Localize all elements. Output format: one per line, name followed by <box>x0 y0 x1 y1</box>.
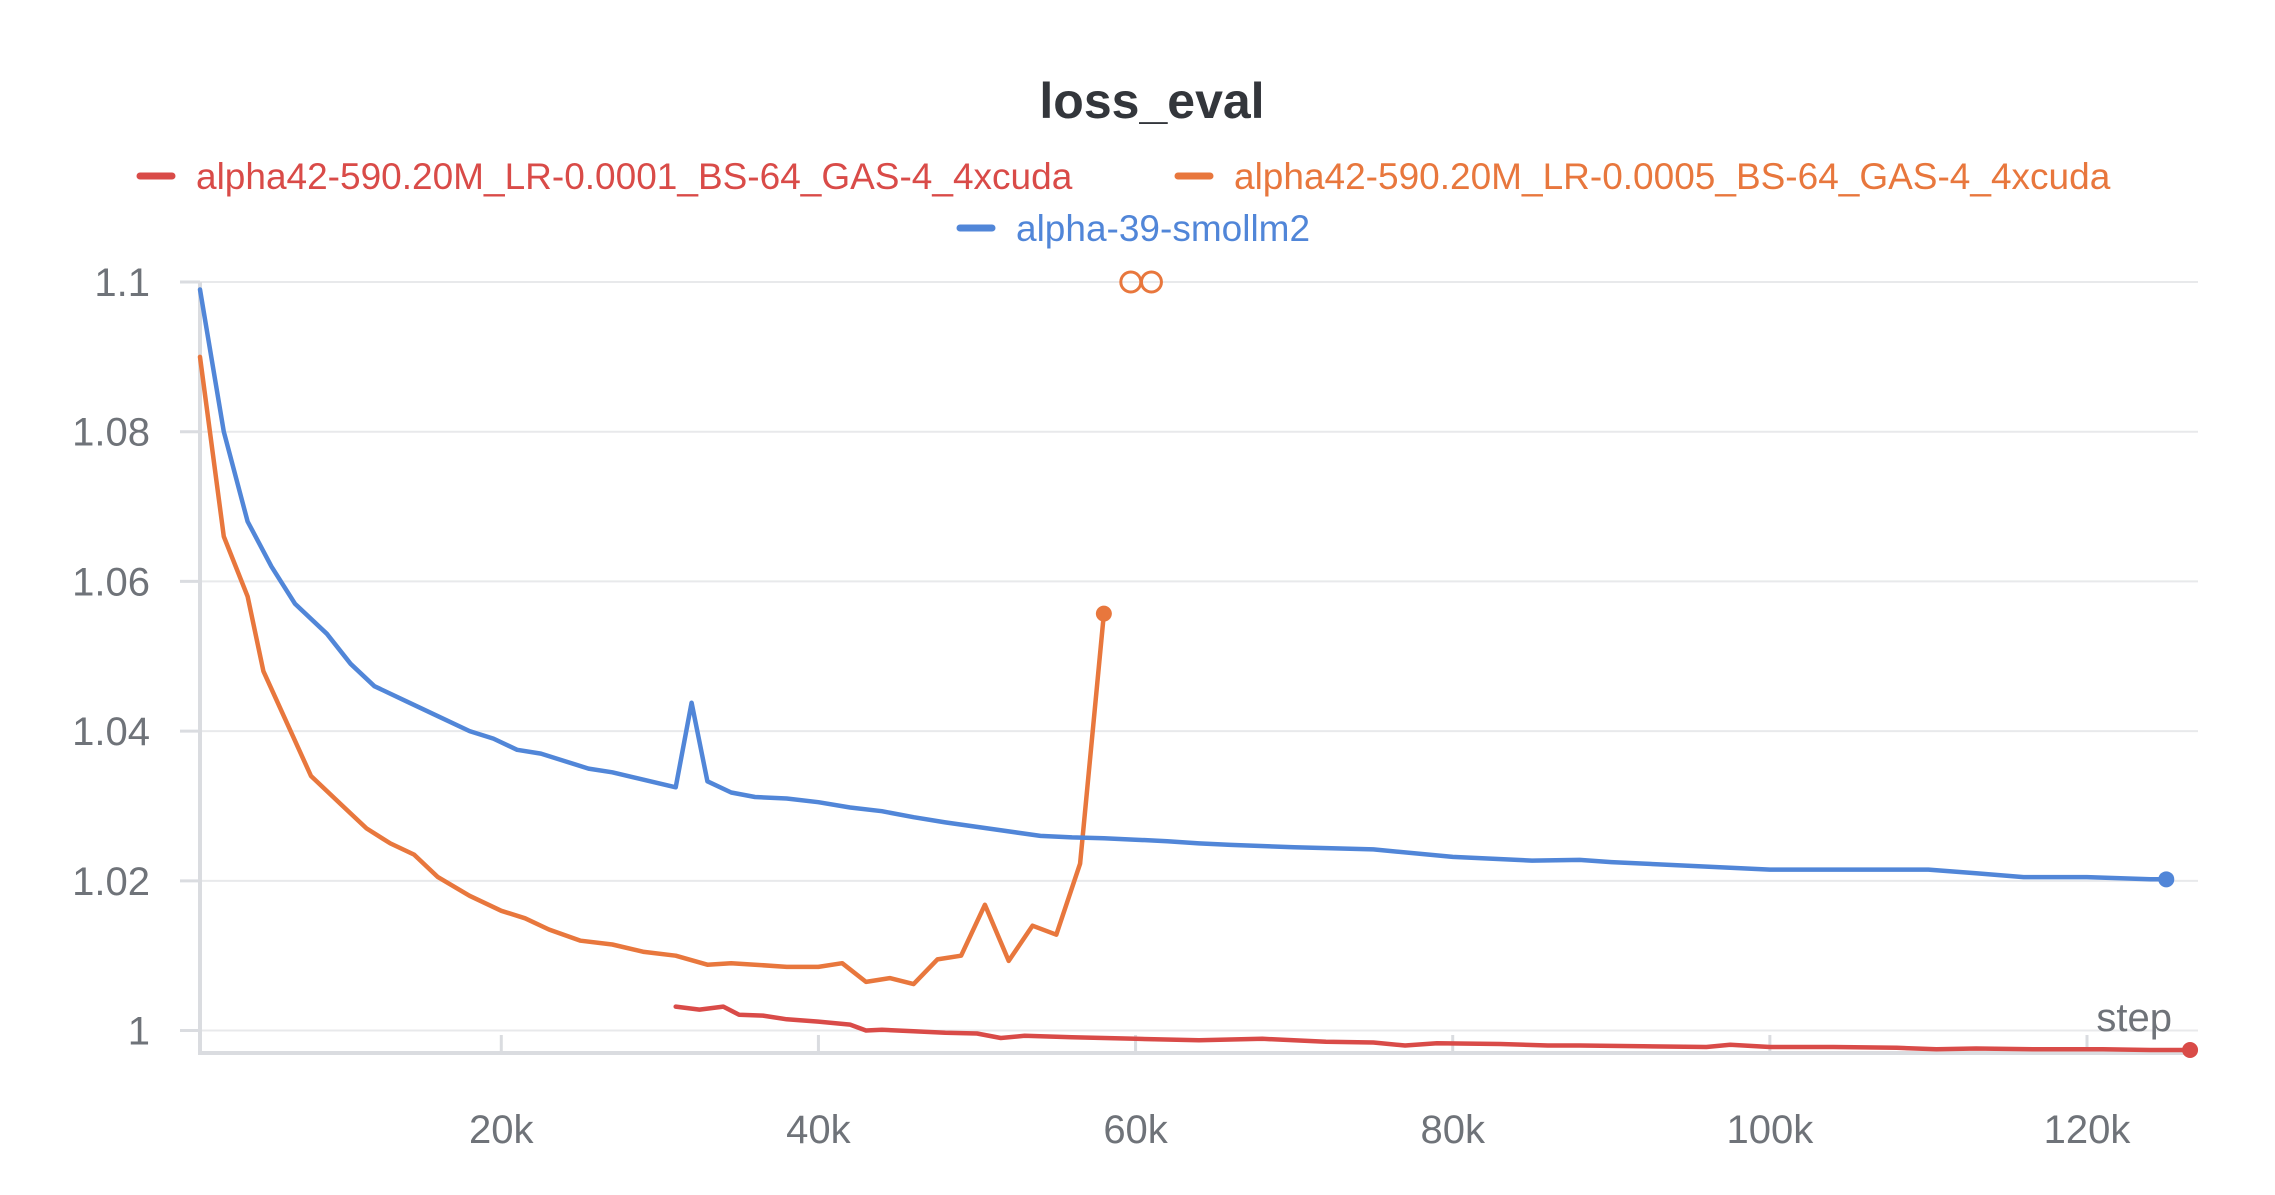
y-ticks: 1 1.02 1.04 1.06 1.08 1.1 <box>72 261 200 1054</box>
series-line[interactable] <box>197 287 2169 882</box>
legend[interactable]: alpha42-590.20M_LR-0.0001_BS-64_GAS-4_4x… <box>136 156 2111 249</box>
series-2[interactable] <box>197 354 1112 987</box>
legend-item[interactable]: alpha-39-smollm2 <box>956 208 1310 249</box>
series-end-marker <box>2182 1042 2199 1059</box>
axes <box>198 282 2195 1055</box>
series-end-marker <box>2158 871 2175 888</box>
x-axis-label: step <box>2096 996 2172 1040</box>
legend-label: alpha-39-smollm2 <box>1016 208 1310 249</box>
series-3[interactable] <box>197 287 2175 888</box>
y-tick-label: 1 <box>128 1010 150 1054</box>
y-tick-label: 1.06 <box>72 560 150 604</box>
chart-title: loss_eval <box>1039 73 1264 129</box>
y-tick-label: 1.1 <box>94 261 150 305</box>
y-tick-label: 1.04 <box>72 710 150 754</box>
legend-item[interactable]: alpha42-590.20M_LR-0.0005_BS-64_GAS-4_4x… <box>1174 156 2111 197</box>
legend-label: alpha42-590.20M_LR-0.0005_BS-64_GAS-4_4x… <box>1234 156 2111 197</box>
y-tick-label: 1.08 <box>72 411 150 455</box>
series-line[interactable] <box>673 1004 2193 1053</box>
x-tick-label: 80k <box>1420 1108 1485 1152</box>
legend-item[interactable]: alpha42-590.20M_LR-0.0001_BS-64_GAS-4_4x… <box>136 156 1073 197</box>
annotation-layer <box>1119 270 1163 294</box>
x-tick-label: 120k <box>2044 1108 2132 1152</box>
series-1[interactable] <box>673 1004 2199 1059</box>
x-tick-label: 40k <box>786 1108 851 1152</box>
series-layer <box>197 287 2199 1059</box>
x-tick-label: 60k <box>1103 1108 1168 1152</box>
legend-label: alpha42-590.20M_LR-0.0001_BS-64_GAS-4_4x… <box>196 156 1073 197</box>
clipped-point-marker <box>1139 270 1163 294</box>
y-tick-label: 1.02 <box>72 860 150 904</box>
x-ticks: 20k 40k 60k 80k 100k 120k <box>469 1035 2131 1152</box>
series-line[interactable] <box>197 354 1107 987</box>
x-tick-label: 20k <box>469 1108 534 1152</box>
gridlines <box>200 281 2198 1032</box>
x-tick-label: 100k <box>1726 1108 1814 1152</box>
series-end-marker <box>1095 605 1112 622</box>
